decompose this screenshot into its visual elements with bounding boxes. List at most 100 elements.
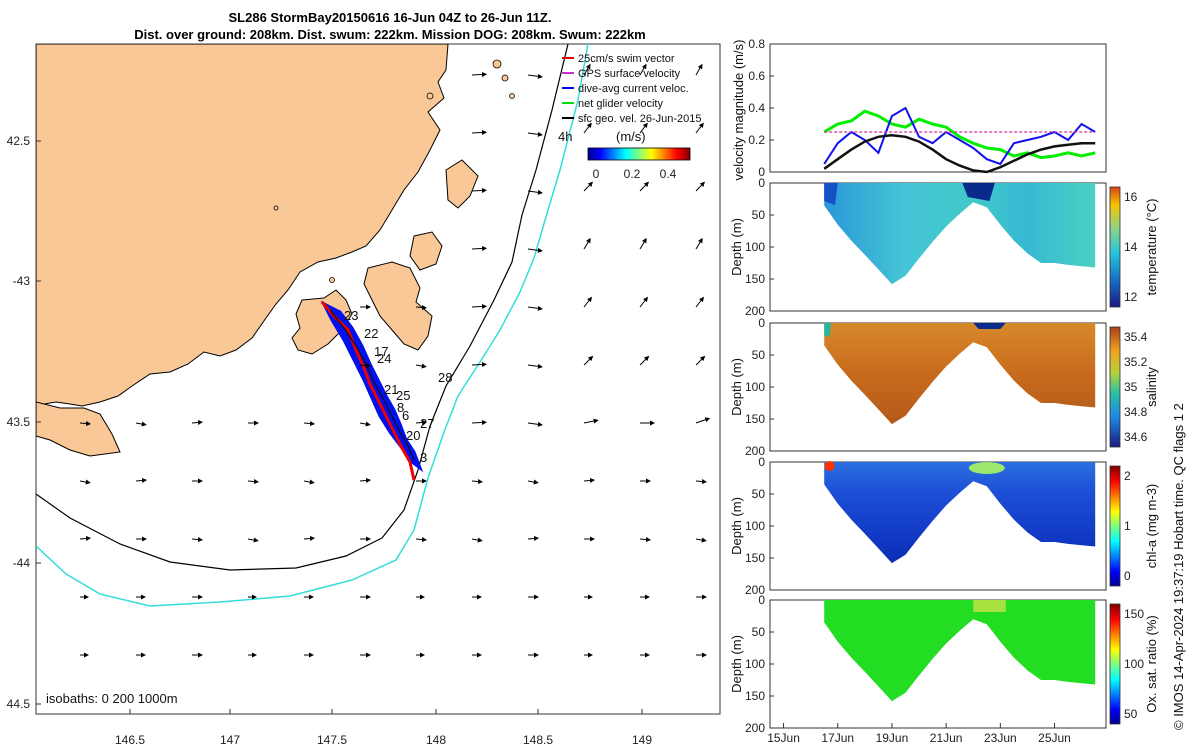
velocity-arrow — [695, 296, 705, 308]
time-tick-label: 17Jun — [821, 731, 854, 745]
depth-tick-label: 150 — [745, 272, 765, 286]
track-day-label: 28 — [438, 370, 452, 385]
time-tick-label: 21Jun — [930, 731, 963, 745]
velocity-arrow — [695, 181, 705, 192]
land-strip — [36, 401, 121, 457]
isobath-1000m — [36, 44, 589, 607]
velocity-series-line — [823, 106, 1096, 166]
time-tick-label: 23Jun — [984, 731, 1017, 745]
depth-tick-label: 200 — [745, 721, 765, 735]
land-island — [445, 159, 479, 209]
depth-tick-label: 50 — [752, 487, 766, 501]
velocity-arrow — [135, 421, 147, 427]
velocity-ytick-label: 0.6 — [748, 69, 765, 83]
velocity-arrow — [583, 355, 594, 366]
time-tick-label: 15Jun — [767, 731, 800, 745]
velocity-series — [823, 106, 1096, 174]
depth-ylabel: Depth (m) — [729, 635, 744, 693]
velocity-arrow — [191, 537, 203, 543]
colorbar-tick-label: 100 — [1124, 657, 1144, 671]
map-legend: 25cm/s swim vector GPS surface velocity di… — [558, 53, 702, 181]
colorbar-tick-label: 35.4 — [1124, 330, 1148, 344]
velocity-arrow — [359, 421, 371, 427]
velocity-arrow — [79, 535, 91, 541]
colorbar-label: temperature (°C) — [1144, 199, 1159, 296]
velocity-series-line — [823, 133, 1096, 174]
depth-tick-label: 100 — [745, 519, 765, 533]
velocity-arrow — [415, 537, 427, 543]
lat-tick-label: 43.5 — [7, 415, 31, 429]
time-tick-label: 25Jun — [1038, 731, 1071, 745]
isobath-200m — [36, 44, 569, 571]
velocity-ytick-label: 0.8 — [748, 37, 765, 51]
legend-label: sfc geo. vel. 26-Jun-2015 — [578, 113, 702, 125]
velocity-arrow — [471, 362, 487, 367]
fresh-patch — [973, 323, 1006, 329]
lat-tick-label: -43 — [13, 274, 31, 288]
depth-tick-label: 200 — [745, 444, 765, 458]
colorbar-label: Ox. sat. ratio (%) — [1144, 615, 1159, 713]
velocity-arrow — [583, 296, 593, 308]
colorbar-tick-label: 14 — [1124, 240, 1138, 254]
track-day-label: 27 — [420, 416, 434, 431]
depth-tick-label: 0 — [758, 455, 765, 469]
velocity-arrow — [639, 181, 649, 192]
section-salinity: 0 50 100 150 200 Depth (m) 34.6 34.8 35 35.2 35.4 s… — [729, 316, 1159, 458]
velocity-ytick-label: 0.2 — [748, 133, 765, 147]
colorbar-tick-label: 2 — [1124, 469, 1131, 483]
velocity-arrow — [639, 537, 651, 543]
colorbar-tick-label: 50 — [1124, 707, 1138, 721]
track-day-label: 20 — [406, 428, 420, 443]
colorbar-tick-label: 34.6 — [1124, 430, 1148, 444]
colorbar-tick-label: 35 — [1124, 380, 1138, 394]
velocity-series-line — [823, 109, 1096, 160]
glider-track — [320, 300, 424, 481]
velocity-arrow — [695, 63, 703, 76]
velocity-arrow — [583, 418, 599, 424]
section-colorbar — [1109, 326, 1121, 448]
velocity-arrow — [639, 63, 647, 76]
velocity-arrow — [471, 188, 487, 193]
section-colorbar — [1109, 465, 1121, 587]
velocity-arrow — [79, 421, 91, 427]
lon-tick-label: 147 — [220, 733, 240, 747]
velocity-arrow — [359, 477, 371, 483]
copyright-footer: © IMOS 14-Apr-2024 19:37:19 Hobart time.… — [1171, 403, 1186, 730]
velocity-arrow — [695, 479, 707, 485]
depth-tick-label: 0 — [758, 176, 765, 190]
lat-tick-label: 42.5 — [7, 134, 31, 148]
land-peninsula-east — [363, 261, 433, 351]
section-chl: 0 50 100 150 200 Depth (m) 0 1 2 chl-a (mg m-3) — [729, 455, 1159, 597]
depth-ylabel: Depth (m) — [729, 358, 744, 416]
oxygen-surface-patch — [973, 600, 1006, 612]
section-field — [824, 600, 1096, 702]
time-axis: 15Jun 17Jun 19Jun 21Jun 23Jun 25Jun — [767, 723, 1071, 745]
legend-label: 25cm/s swim vector — [578, 53, 675, 65]
depth-tick-label: 100 — [745, 240, 765, 254]
track-day-label: 17 — [374, 344, 388, 359]
track-day-label: 24 — [377, 351, 391, 366]
velocity-arrow — [471, 420, 487, 425]
velocity-arrow — [471, 72, 487, 77]
velocity-arrow — [583, 181, 593, 192]
velocity-arrow — [695, 355, 706, 366]
velocity-arrow — [639, 122, 648, 134]
velocity-arrow — [583, 237, 591, 250]
velocity-frame — [769, 43, 1107, 173]
depth-tick-label: 200 — [745, 304, 765, 318]
track-day-label: 6 — [402, 408, 409, 423]
legend-label: net glider velocity — [578, 98, 663, 110]
velocity-arrow — [471, 246, 487, 251]
colorbar-tick-label: 0 — [1124, 569, 1131, 583]
map-title-line2: Dist. over ground: 208km. Dist. swum: 22… — [134, 27, 646, 42]
velocity-arrow — [639, 296, 649, 308]
velocity-arrow — [695, 237, 703, 250]
cold-patch — [962, 183, 995, 201]
track-day-label: 23 — [344, 308, 358, 323]
depth-tick-label: 0 — [758, 316, 765, 330]
